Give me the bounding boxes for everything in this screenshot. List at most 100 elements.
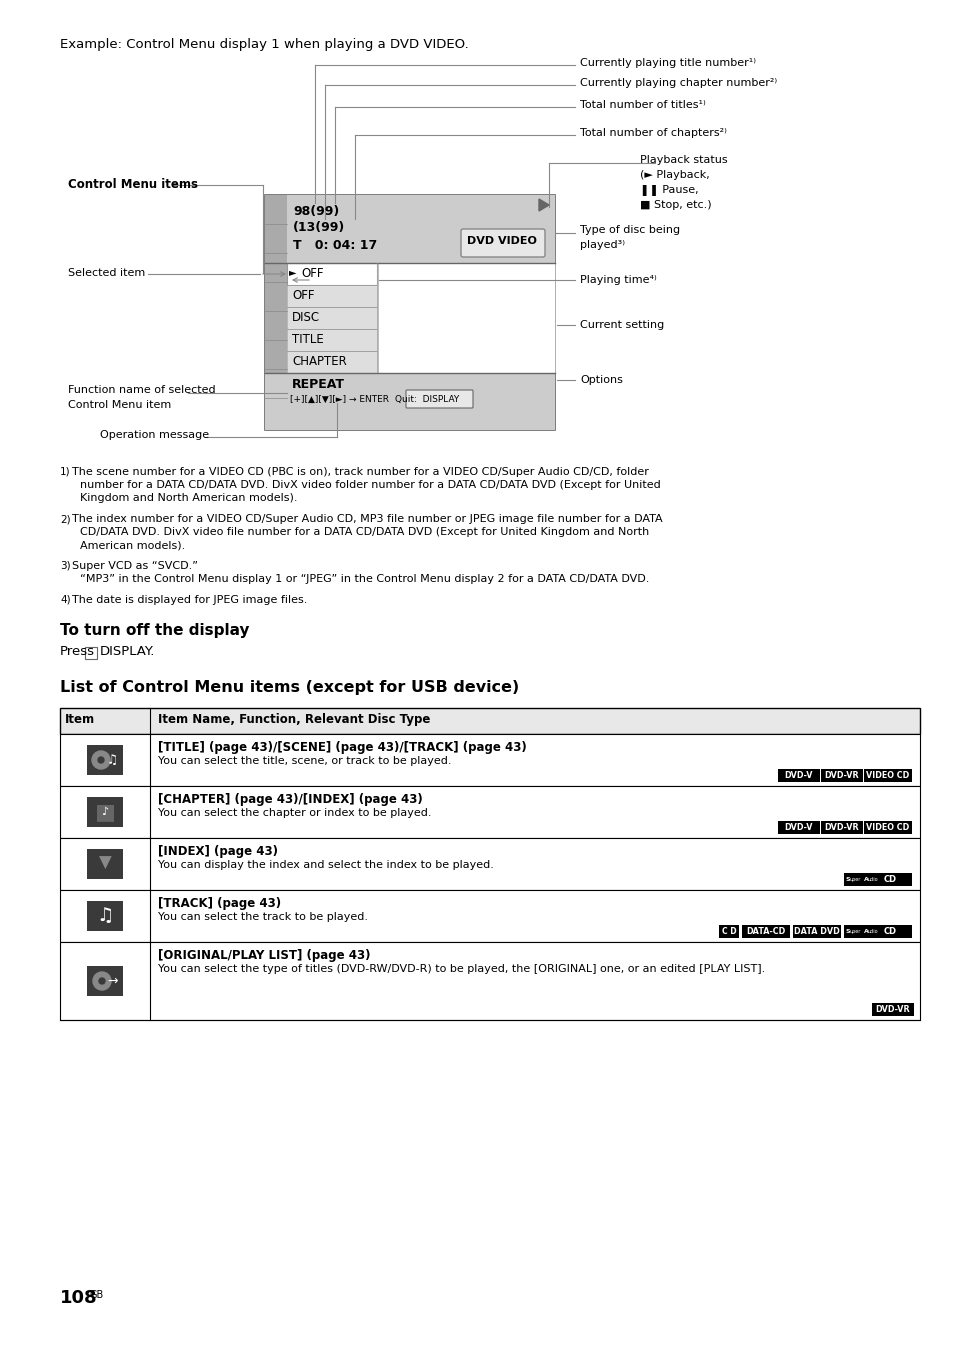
Bar bbox=[287, 307, 376, 329]
Text: [TRACK] (page 43): [TRACK] (page 43) bbox=[158, 896, 281, 910]
Text: DATA DVD: DATA DVD bbox=[793, 927, 839, 936]
Bar bbox=[287, 285, 376, 307]
Text: Example: Control Menu display 1 when playing a DVD VIDEO.: Example: Control Menu display 1 when pla… bbox=[60, 38, 468, 51]
Text: ♫: ♫ bbox=[96, 906, 113, 926]
Text: 3): 3) bbox=[60, 561, 71, 571]
Text: DVD-VR: DVD-VR bbox=[823, 823, 859, 831]
Text: CD/DATA DVD. DivX video file number for a DATA CD/DATA DVD (Except for United Ki: CD/DATA DVD. DivX video file number for … bbox=[80, 527, 649, 537]
Text: [INDEX] (page 43): [INDEX] (page 43) bbox=[158, 845, 277, 859]
Text: number for a DATA CD/DATA DVD. DivX video folder number for a DATA CD/DATA DVD (: number for a DATA CD/DATA DVD. DivX vide… bbox=[80, 480, 660, 489]
Bar bbox=[778, 769, 820, 781]
Text: CD: CD bbox=[883, 927, 896, 936]
Text: Press: Press bbox=[60, 645, 95, 658]
Bar bbox=[265, 195, 555, 430]
Text: udio: udio bbox=[867, 929, 878, 934]
Text: To turn off the display: To turn off the display bbox=[60, 623, 250, 638]
Text: ♫: ♫ bbox=[107, 753, 117, 767]
Text: “MP3” in the Control Menu display 1 or “JPEG” in the Control Menu display 2 for : “MP3” in the Control Menu display 1 or “… bbox=[80, 575, 649, 584]
Text: (► Playback,: (► Playback, bbox=[639, 170, 709, 180]
Bar bbox=[843, 873, 911, 886]
Bar bbox=[265, 373, 555, 430]
Bar bbox=[792, 925, 841, 938]
Text: REPEAT: REPEAT bbox=[292, 379, 345, 391]
Text: DVD VIDEO: DVD VIDEO bbox=[467, 237, 537, 246]
Text: 1): 1) bbox=[60, 466, 71, 477]
Text: played³⁾: played³⁾ bbox=[579, 241, 624, 250]
Text: DISC: DISC bbox=[292, 311, 320, 324]
Circle shape bbox=[98, 757, 104, 763]
Text: DVD-V: DVD-V bbox=[784, 771, 812, 780]
Text: ■: ■ bbox=[94, 802, 115, 822]
Text: GB: GB bbox=[89, 1290, 103, 1301]
Text: The index number for a VIDEO CD/Super Audio CD, MP3 file number or JPEG image fi: The index number for a VIDEO CD/Super Au… bbox=[71, 514, 662, 525]
Circle shape bbox=[99, 977, 105, 984]
Bar bbox=[863, 769, 911, 781]
Text: VIDEO CD: VIDEO CD bbox=[865, 823, 908, 831]
Bar bbox=[60, 734, 919, 786]
Text: DVD-VR: DVD-VR bbox=[875, 1005, 909, 1014]
Bar bbox=[287, 264, 376, 285]
Text: DVD-V: DVD-V bbox=[784, 823, 812, 831]
Bar bbox=[60, 708, 919, 734]
Text: ▼: ▼ bbox=[98, 854, 112, 872]
Text: Total number of titles¹⁾: Total number of titles¹⁾ bbox=[579, 100, 705, 110]
Bar bbox=[265, 195, 287, 430]
Text: CD: CD bbox=[883, 875, 896, 884]
Text: A: A bbox=[863, 877, 868, 882]
Text: [+][▲][▼][►] → ENTER: [+][▲][▼][►] → ENTER bbox=[290, 395, 389, 404]
Bar bbox=[821, 821, 862, 834]
Text: (13(99): (13(99) bbox=[293, 220, 345, 234]
FancyBboxPatch shape bbox=[460, 228, 544, 257]
Text: American models).: American models). bbox=[80, 539, 185, 550]
Text: VIDEO CD: VIDEO CD bbox=[865, 771, 908, 780]
Text: Selected item: Selected item bbox=[68, 268, 145, 279]
Bar bbox=[843, 925, 911, 938]
Text: udio: udio bbox=[867, 877, 878, 882]
Bar bbox=[87, 900, 123, 932]
Text: Kingdom and North American models).: Kingdom and North American models). bbox=[80, 493, 297, 503]
Text: uper: uper bbox=[849, 929, 861, 934]
Text: uper: uper bbox=[849, 877, 861, 882]
Text: You can display the index and select the index to be played.: You can display the index and select the… bbox=[158, 860, 494, 869]
Text: Item: Item bbox=[65, 713, 95, 726]
Bar bbox=[87, 849, 123, 879]
Text: You can select the chapter or index to be played.: You can select the chapter or index to b… bbox=[158, 808, 431, 818]
Circle shape bbox=[92, 972, 111, 990]
Text: CHAPTER: CHAPTER bbox=[292, 356, 346, 368]
Text: ❚❚ Pause,: ❚❚ Pause, bbox=[639, 185, 698, 196]
Bar bbox=[87, 796, 123, 827]
Text: Playing time⁴⁾: Playing time⁴⁾ bbox=[579, 274, 656, 285]
Text: You can select the title, scene, or track to be played.: You can select the title, scene, or trac… bbox=[158, 756, 451, 767]
Text: Current setting: Current setting bbox=[579, 320, 663, 330]
Polygon shape bbox=[538, 199, 548, 211]
Text: S: S bbox=[845, 877, 850, 882]
Text: Item Name, Function, Relevant Disc Type: Item Name, Function, Relevant Disc Type bbox=[158, 713, 430, 726]
Bar bbox=[821, 769, 862, 781]
Text: C D: C D bbox=[720, 927, 736, 936]
Text: [TITLE] (page 43)/[SCENE] (page 43)/[TRACK] (page 43): [TITLE] (page 43)/[SCENE] (page 43)/[TRA… bbox=[158, 741, 526, 754]
Text: Options: Options bbox=[579, 375, 622, 385]
Bar bbox=[287, 352, 376, 373]
Text: Playback status: Playback status bbox=[639, 155, 727, 165]
Text: OFF: OFF bbox=[301, 266, 323, 280]
Text: OFF: OFF bbox=[292, 289, 314, 301]
Bar bbox=[741, 925, 789, 938]
Text: TITLE: TITLE bbox=[292, 333, 323, 346]
Bar bbox=[719, 925, 739, 938]
Text: 98(99): 98(99) bbox=[293, 206, 339, 218]
Bar bbox=[60, 890, 919, 942]
Text: Operation message: Operation message bbox=[100, 430, 209, 439]
Circle shape bbox=[91, 750, 110, 769]
Text: S: S bbox=[845, 929, 850, 934]
Text: Function name of selected: Function name of selected bbox=[68, 385, 215, 395]
Bar bbox=[60, 786, 919, 838]
Bar bbox=[85, 648, 97, 658]
Text: [CHAPTER] (page 43)/[INDEX] (page 43): [CHAPTER] (page 43)/[INDEX] (page 43) bbox=[158, 794, 422, 806]
Text: DVD-VR: DVD-VR bbox=[823, 771, 859, 780]
FancyBboxPatch shape bbox=[406, 389, 473, 408]
Text: ►: ► bbox=[289, 266, 296, 277]
Text: Control Menu items: Control Menu items bbox=[68, 178, 198, 191]
Bar bbox=[287, 195, 555, 264]
Text: [ORIGINAL/PLAY LIST] (page 43): [ORIGINAL/PLAY LIST] (page 43) bbox=[158, 949, 370, 963]
Bar bbox=[60, 942, 919, 1019]
